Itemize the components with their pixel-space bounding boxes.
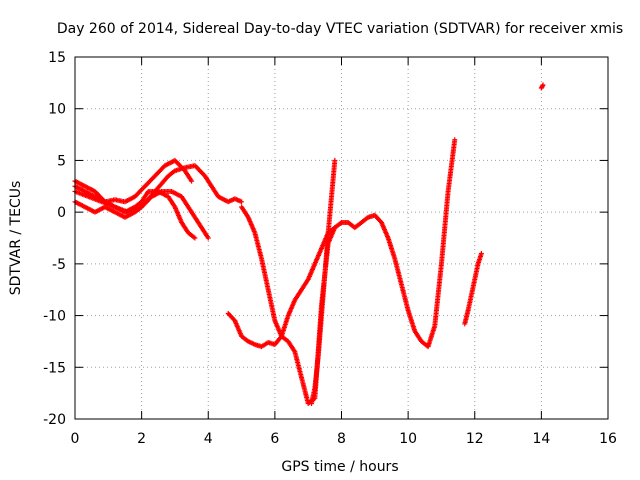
data-point: [332, 225, 338, 231]
data-point: [540, 82, 546, 88]
data-point: [239, 199, 245, 205]
data-series-6: [225, 225, 338, 350]
y-tick-label: -20: [43, 412, 66, 428]
data-series-5: [239, 137, 458, 406]
data-series-9: [538, 82, 546, 91]
y-tick-label: -5: [52, 257, 66, 273]
data-point: [478, 251, 484, 257]
y-tick-label: 5: [57, 153, 66, 169]
data-point: [332, 157, 338, 163]
axis-ticks: [74, 56, 609, 420]
data-point: [205, 235, 211, 241]
tick-labels: 0 2 4 6 8 10 12 14 16 15 10 5 0 -5 -10 -15 -20: [43, 50, 617, 447]
y-tick-label: 10: [48, 102, 66, 118]
x-tick-label: 16: [599, 431, 617, 447]
x-tick-label: 4: [204, 431, 213, 447]
grid-lines: [74, 56, 609, 420]
data-points: [72, 82, 546, 406]
x-tick-label: 14: [532, 431, 550, 447]
x-tick-label: 12: [466, 431, 484, 447]
x-tick-label: 0: [71, 431, 80, 447]
data-series-8: [462, 251, 484, 327]
chart-title: Day 260 of 2014, Sidereal Day-to-day VTE…: [57, 21, 623, 37]
x-tick-label: 2: [137, 431, 146, 447]
data-point: [189, 178, 195, 184]
data-point: [452, 137, 458, 143]
y-tick-label: 15: [48, 50, 66, 66]
data-series-4: [72, 163, 245, 215]
y-axis-label: SDTVAR / TECUs: [8, 181, 24, 296]
data-series-7: [309, 157, 338, 406]
y-tick-label: -10: [43, 309, 66, 325]
x-tick-label: 6: [270, 431, 279, 447]
x-tick-label: 10: [399, 431, 417, 447]
x-tick-label: 8: [337, 431, 346, 447]
y-tick-label: -15: [43, 360, 66, 376]
y-tick-label: 0: [57, 205, 66, 221]
x-axis-label: GPS time / hours: [281, 459, 398, 475]
data-point: [192, 235, 198, 241]
